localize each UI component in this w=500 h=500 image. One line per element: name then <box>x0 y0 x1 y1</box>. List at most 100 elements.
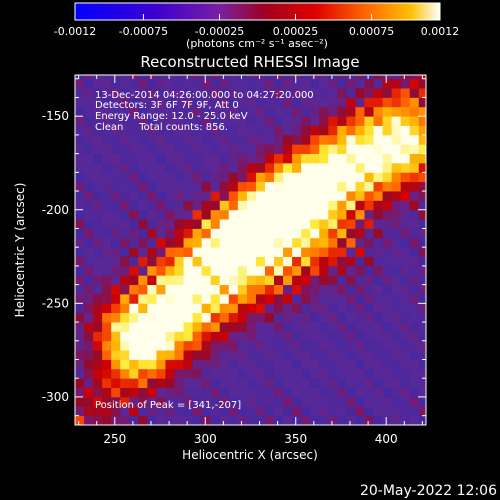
heatmap-cell <box>264 415 275 425</box>
heatmap-cell <box>319 153 329 164</box>
heatmap-cell <box>174 396 184 407</box>
heatmap-cell <box>147 275 157 286</box>
heatmap-cell <box>310 406 320 417</box>
heatmap-cell <box>237 125 248 136</box>
heatmap-cell <box>246 191 257 201</box>
heatmap-cell <box>382 75 393 80</box>
heatmap-cell <box>156 144 166 155</box>
heatmap-cell <box>129 78 139 89</box>
heatmap-cell <box>391 256 402 267</box>
heatmap-cell <box>102 125 112 136</box>
heatmap-cell <box>319 415 329 425</box>
heatmap-cell <box>147 378 157 388</box>
heatmap-cell <box>75 415 85 425</box>
heatmap-cell <box>147 368 157 379</box>
heatmap-cell <box>373 312 383 323</box>
heatmap-cell <box>373 75 383 80</box>
heatmap-cell <box>373 322 383 332</box>
heatmap-cell <box>328 378 338 388</box>
heatmap-cell <box>382 312 393 323</box>
heatmap-cell <box>192 368 203 379</box>
heatmap-cell <box>84 209 94 220</box>
heatmap-cell <box>84 106 94 117</box>
heatmap-cell <box>147 387 157 398</box>
heatmap-cell <box>75 78 85 89</box>
heatmap-cell <box>102 331 112 342</box>
heatmap-cell <box>328 293 338 304</box>
heatmap-cell <box>264 237 275 248</box>
heatmap-cell <box>210 153 221 164</box>
heatmap-cell <box>355 247 365 257</box>
heatmap-cell <box>156 191 166 201</box>
heatmap-cell <box>201 228 212 239</box>
heatmap-cell <box>75 340 85 351</box>
heatmap-cell <box>382 191 393 201</box>
colorbar <box>74 2 441 21</box>
heatmap-cell <box>138 387 148 398</box>
heatmap-cell <box>75 134 85 145</box>
heatmap-cell <box>274 144 284 155</box>
heatmap-cell <box>337 209 347 220</box>
heatmap-cell <box>328 396 338 407</box>
heatmap-cell <box>192 322 203 332</box>
heatmap-cell <box>147 396 157 407</box>
heatmap-cell <box>283 406 293 417</box>
heatmap-cell <box>138 191 148 201</box>
heatmap-cell <box>120 350 130 360</box>
heatmap-cell <box>219 219 230 229</box>
heatmap-cell <box>319 106 329 117</box>
heatmap-cell <box>201 275 212 286</box>
heatmap-cell <box>264 340 275 351</box>
heatmap-cell <box>382 209 393 220</box>
heatmap-cell <box>228 331 239 342</box>
heatmap-cell <box>337 340 347 351</box>
heatmap-cell <box>201 256 212 267</box>
heatmap-cell <box>274 191 284 201</box>
heatmap-cell <box>183 331 194 342</box>
heatmap-cell <box>201 116 212 126</box>
heatmap-cell <box>201 359 212 370</box>
heatmap-cell <box>138 265 148 276</box>
heatmap-cell <box>129 265 139 276</box>
heatmap-cell <box>120 378 130 388</box>
heatmap-cell <box>165 181 175 192</box>
heatmap-cell <box>138 331 148 342</box>
heatmap-cell <box>201 265 212 276</box>
heatmap-cell <box>156 116 166 126</box>
heatmap-cell <box>391 97 402 108</box>
heatmap-cell <box>111 209 121 220</box>
heatmap-cell <box>274 303 284 314</box>
heatmap-cell <box>391 247 402 257</box>
heatmap-cell <box>355 172 365 183</box>
heatmap-cell <box>373 247 383 257</box>
heatmap-cell <box>337 387 347 398</box>
heatmap-cell <box>382 219 393 229</box>
heatmap-cell <box>364 237 374 248</box>
heatmap-cell <box>373 359 383 370</box>
heatmap-cell <box>364 293 374 304</box>
heatmap-cell <box>409 415 420 425</box>
colorbar-ticks <box>74 14 441 20</box>
heatmap-cell <box>174 219 184 229</box>
heatmap-cell <box>400 293 411 304</box>
heatmap-cell <box>391 303 402 314</box>
heatmap-cell <box>228 237 239 248</box>
heatmap-cell <box>183 134 194 145</box>
heatmap-cell <box>283 200 293 211</box>
heatmap-cell <box>156 387 166 398</box>
heatmap-cell <box>219 265 230 276</box>
heatmap-cell <box>400 265 411 276</box>
heatmap-cell <box>328 415 338 425</box>
heatmap-cell <box>183 368 194 379</box>
heatmap-cell <box>237 303 248 314</box>
heatmap-cell <box>174 78 184 89</box>
heatmap-cell <box>84 200 94 211</box>
heatmap-cell <box>93 331 103 342</box>
heatmap-cell <box>156 331 166 342</box>
heatmap-cell <box>183 275 194 286</box>
heatmap-cell <box>138 368 148 379</box>
heatmap-cell <box>165 415 175 425</box>
colorbar-tick-labels: -0.0012 -0.00075 -0.00025 0.00025 0.00075 0.0… <box>54 25 459 38</box>
heatmap-cell <box>120 75 130 80</box>
heatmap-cell <box>111 340 121 351</box>
